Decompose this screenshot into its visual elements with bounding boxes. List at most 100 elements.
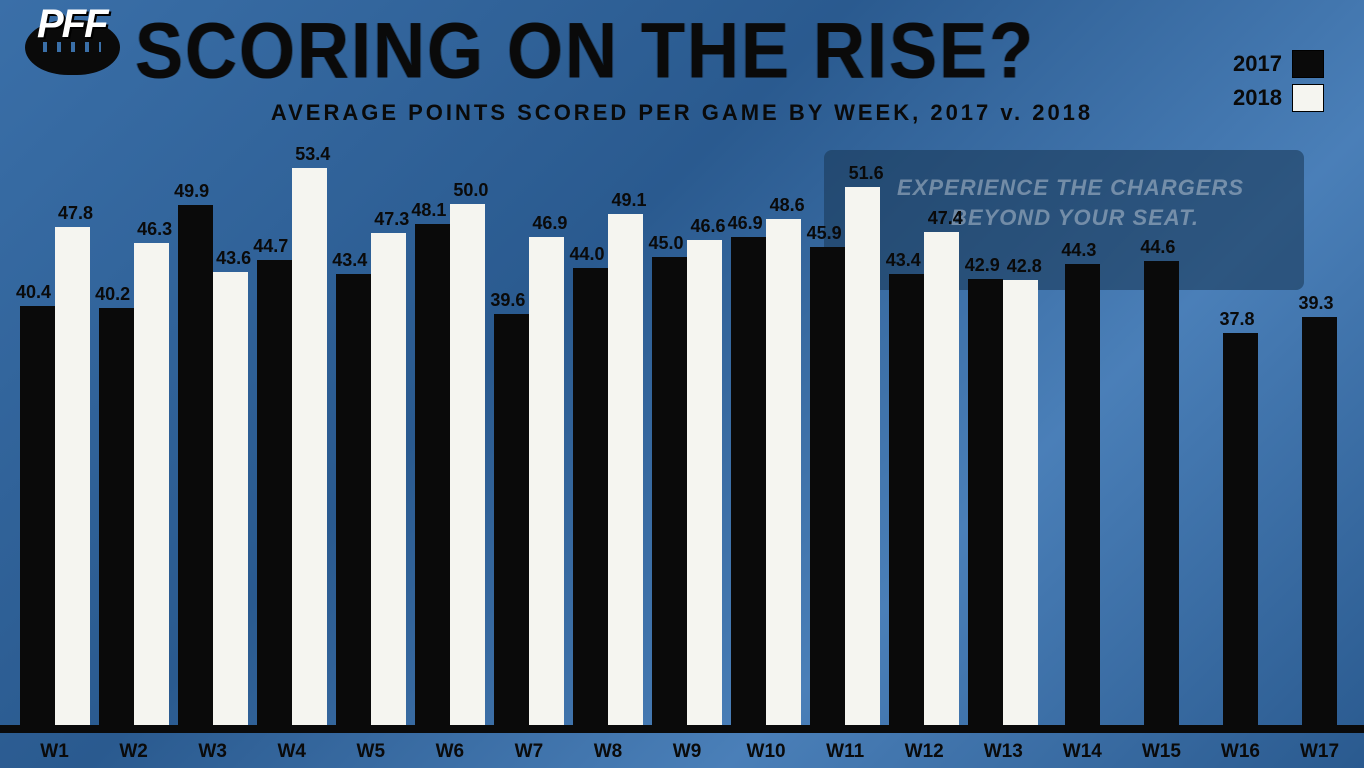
week-group: 45.046.6W9 (648, 240, 727, 733)
bar-value: 45.0 (649, 233, 684, 254)
week-label: W6 (410, 741, 489, 763)
week-label: W4 (252, 741, 331, 763)
legend-item: 2017 (1222, 50, 1324, 78)
bar-2018: 47.4 (924, 232, 959, 733)
bar-2017: 45.9 (810, 247, 845, 733)
week-group: 44.753.4W4 (252, 168, 331, 733)
week-label: W15 (1122, 741, 1201, 763)
bar-value: 39.3 (1299, 293, 1334, 314)
bar-value: 48.6 (770, 195, 805, 216)
week-label: W14 (1043, 741, 1122, 763)
bar-value: 47.4 (928, 208, 963, 229)
bar-2017: 49.9 (178, 205, 213, 733)
week-group: 40.447.8W1 (15, 227, 94, 733)
week-group: 37.8W16 (1201, 333, 1280, 733)
bar-value: 44.6 (1140, 237, 1175, 258)
bar-2018: 43.6 (213, 272, 248, 733)
bar-2018: 46.9 (529, 237, 564, 733)
bar-value: 51.6 (849, 163, 884, 184)
bar-2017: 37.8 (1223, 333, 1258, 733)
week-group: 44.3W14 (1043, 264, 1122, 733)
week-group: 40.246.3W2 (94, 243, 173, 733)
week-group: 44.049.1W8 (568, 214, 647, 733)
bar-value: 46.9 (728, 213, 763, 234)
bar-2018: 46.3 (134, 243, 169, 733)
bar-2017: 48.1 (415, 224, 450, 733)
bar-2018: 46.6 (687, 240, 722, 733)
bar-value: 43.4 (886, 250, 921, 271)
week-label: W10 (727, 741, 806, 763)
bar-2018: 48.6 (766, 219, 801, 733)
bar-2017: 40.4 (20, 306, 55, 733)
week-group: 44.6W15 (1122, 261, 1201, 733)
legend-swatch-2017 (1292, 50, 1324, 78)
bar-value: 49.9 (174, 181, 209, 202)
week-group: 45.951.6W11 (806, 187, 885, 733)
bar-value: 40.2 (95, 284, 130, 305)
bar-value: 44.3 (1061, 240, 1096, 261)
week-group: 49.943.6W3 (173, 205, 252, 733)
bar-value: 45.9 (807, 223, 842, 244)
bar-2017: 44.3 (1065, 264, 1100, 733)
bar-2017: 46.9 (731, 237, 766, 733)
week-label: W9 (648, 741, 727, 763)
bar-value: 46.9 (532, 213, 567, 234)
bar-2017: 40.2 (99, 308, 134, 733)
chart-subtitle: AVERAGE POINTS SCORED PER GAME BY WEEK, … (0, 100, 1364, 126)
week-label: W13 (964, 741, 1043, 763)
week-group: 39.646.9W7 (489, 237, 568, 733)
bar-value: 43.6 (216, 248, 251, 269)
bar-value: 44.0 (569, 244, 604, 265)
bar-2017: 39.3 (1302, 317, 1337, 733)
legend-swatch-2018 (1292, 84, 1324, 112)
bar-2018: 53.4 (292, 168, 327, 733)
bar-value: 39.6 (490, 290, 525, 311)
bar-value: 48.1 (411, 200, 446, 221)
bar-2017: 43.4 (336, 274, 371, 733)
bar-value: 49.1 (611, 190, 646, 211)
week-label: W2 (94, 741, 173, 763)
bar-2017: 43.4 (889, 274, 924, 733)
week-group: 43.447.4W12 (885, 232, 964, 733)
bar-2017: 44.7 (257, 260, 292, 733)
logo-text: PFF (37, 2, 107, 47)
bar-chart-area: 40.447.8W140.246.3W249.943.6W344.753.4W4… (15, 130, 1359, 733)
bar-2018: 47.8 (55, 227, 90, 733)
legend-label: 2017 (1222, 51, 1282, 77)
week-group: 46.948.6W10 (727, 219, 806, 733)
bar-value: 46.3 (137, 219, 172, 240)
bar-value: 47.8 (58, 203, 93, 224)
bar-2018: 50.0 (450, 204, 485, 733)
week-label: W1 (15, 741, 94, 763)
week-group: 48.150.0W6 (410, 204, 489, 733)
week-label: W5 (331, 741, 410, 763)
bar-value: 47.3 (374, 209, 409, 230)
week-label: W7 (489, 741, 568, 763)
bar-2018: 51.6 (845, 187, 880, 733)
pff-logo: PFF (25, 20, 120, 75)
legend: 2017 2018 (1222, 50, 1324, 112)
bar-value: 37.8 (1219, 309, 1254, 330)
week-label: W3 (173, 741, 252, 763)
bar-2017: 44.6 (1144, 261, 1179, 733)
bar-value: 53.4 (295, 144, 330, 165)
week-group: 43.447.3W5 (331, 233, 410, 733)
bar-value: 43.4 (332, 250, 367, 271)
week-label: W11 (806, 741, 885, 763)
week-label: W17 (1280, 741, 1359, 763)
bar-value: 46.6 (691, 216, 726, 237)
bar-2018: 42.8 (1003, 280, 1038, 733)
week-label: W12 (885, 741, 964, 763)
bar-2017: 39.6 (494, 314, 529, 733)
legend-item: 2018 (1222, 84, 1324, 112)
legend-label: 2018 (1222, 85, 1282, 111)
week-label: W16 (1201, 741, 1280, 763)
bar-value: 44.7 (253, 236, 288, 257)
week-label: W8 (568, 741, 647, 763)
bar-2018: 49.1 (608, 214, 643, 733)
bar-value: 50.0 (453, 180, 488, 201)
bar-2017: 44.0 (573, 268, 608, 733)
chart-title: SCORING ON THE RISE? (135, 6, 1035, 96)
bar-value: 40.4 (16, 282, 51, 303)
week-group: 39.3W17 (1280, 317, 1359, 733)
